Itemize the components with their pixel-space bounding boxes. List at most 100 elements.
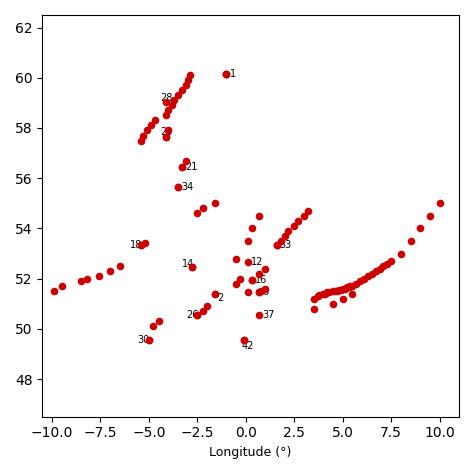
Point	[348, 283, 356, 290]
Point	[223, 70, 230, 78]
Point	[116, 262, 124, 270]
Point	[360, 275, 368, 283]
Point	[343, 283, 350, 291]
Point	[145, 337, 153, 344]
Point	[151, 117, 158, 124]
Point	[255, 212, 263, 219]
Point	[335, 286, 343, 294]
Point	[248, 276, 255, 283]
Point	[345, 283, 352, 291]
Point	[58, 283, 65, 290]
Point	[211, 291, 219, 298]
Point	[186, 72, 193, 79]
Point	[147, 122, 155, 129]
Point	[372, 267, 380, 275]
Point	[294, 217, 302, 225]
Point	[285, 227, 292, 235]
Point	[178, 87, 186, 94]
Point	[182, 157, 190, 164]
Point	[211, 200, 219, 207]
Point	[141, 240, 149, 247]
Point	[348, 290, 356, 298]
Point	[178, 163, 186, 171]
Point	[417, 225, 424, 232]
Point	[314, 292, 321, 300]
Point	[426, 212, 434, 219]
Point	[316, 291, 323, 299]
Text: 14: 14	[182, 258, 194, 269]
Point	[232, 255, 240, 262]
Point	[188, 264, 195, 271]
Point	[273, 241, 281, 248]
Point	[106, 267, 114, 275]
Point	[262, 265, 269, 273]
Point	[339, 285, 346, 292]
Text: 28: 28	[161, 93, 173, 103]
Point	[200, 205, 207, 212]
Point	[244, 258, 252, 266]
Point	[83, 275, 91, 283]
Point	[331, 287, 339, 295]
Text: 16: 16	[255, 275, 267, 285]
Text: 37: 37	[262, 310, 274, 320]
Point	[281, 232, 288, 240]
Point	[364, 273, 372, 280]
Text: 42: 42	[242, 341, 255, 351]
Point	[155, 318, 163, 325]
Point	[383, 260, 391, 267]
Point	[380, 262, 387, 270]
Point	[368, 270, 375, 277]
Point	[182, 82, 190, 89]
Point	[178, 163, 186, 171]
Point	[273, 241, 281, 248]
Point	[300, 212, 308, 219]
Point	[310, 295, 318, 302]
Point	[223, 70, 230, 78]
Point	[193, 311, 201, 319]
Point	[137, 242, 145, 249]
Point	[184, 76, 191, 84]
Point	[174, 183, 182, 191]
Point	[277, 237, 284, 245]
Text: 20: 20	[161, 127, 173, 137]
Text: 33: 33	[280, 240, 292, 250]
Point	[291, 222, 298, 230]
Point	[436, 200, 443, 207]
Text: 18: 18	[129, 240, 142, 250]
Point	[143, 127, 151, 134]
Text: 30: 30	[137, 335, 150, 345]
Point	[163, 133, 170, 141]
Point	[164, 107, 172, 114]
Point	[397, 250, 405, 257]
Point	[255, 270, 263, 277]
Point	[163, 133, 170, 141]
Point	[174, 183, 182, 191]
Point	[168, 101, 176, 109]
Point	[174, 91, 182, 99]
Point	[255, 311, 263, 319]
Point	[145, 337, 153, 344]
Point	[329, 300, 337, 308]
Text: 26: 26	[186, 310, 198, 320]
Point	[193, 311, 201, 319]
Point	[321, 290, 329, 298]
Point	[341, 285, 348, 292]
Point	[325, 289, 333, 296]
Point	[200, 308, 207, 315]
Point	[211, 291, 219, 298]
Point	[333, 287, 341, 295]
Text: 21: 21	[185, 162, 197, 172]
Point	[323, 289, 331, 296]
Point	[387, 257, 395, 265]
Point	[262, 285, 269, 292]
Point	[257, 287, 265, 295]
Point	[310, 305, 318, 312]
Point	[77, 277, 85, 285]
Point	[337, 286, 345, 294]
Point	[248, 276, 255, 283]
Text: 6: 6	[262, 287, 268, 298]
Point	[50, 287, 58, 295]
Point	[407, 237, 414, 245]
Point	[248, 225, 255, 232]
Point	[244, 237, 252, 245]
